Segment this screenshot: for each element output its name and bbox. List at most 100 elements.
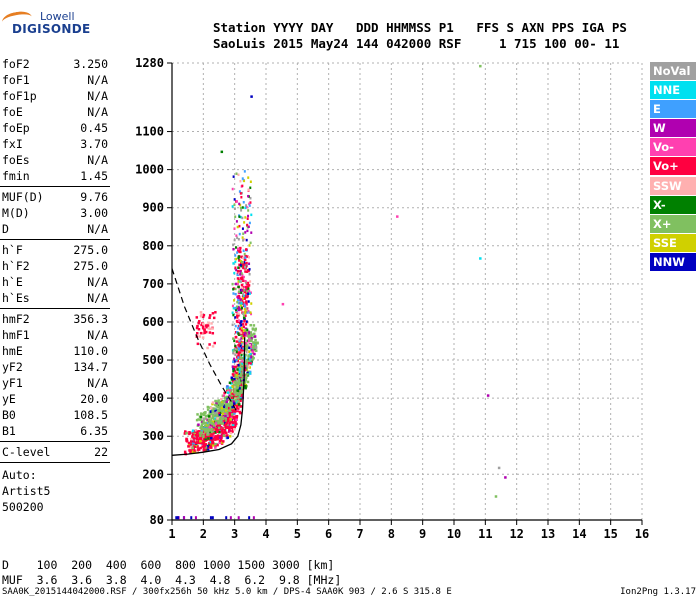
echo-mark [191, 450, 194, 453]
echo-mark [236, 368, 240, 371]
x-tick-label: 6 [325, 527, 332, 541]
legend-entry: NNE [650, 81, 696, 100]
echo-mark [248, 346, 251, 350]
echo-mark [243, 252, 246, 256]
echo-mark [234, 246, 237, 249]
legend-entry: X+ [650, 214, 696, 233]
echo-mark [242, 335, 246, 338]
echo-mark [214, 437, 217, 440]
echo-mark [210, 421, 214, 425]
echo-mark [191, 434, 194, 438]
echo-mark [248, 284, 251, 287]
echo-mark [203, 427, 207, 431]
echo-mark [234, 287, 237, 291]
echo-mark [199, 439, 202, 443]
echo-mark [208, 429, 212, 432]
param-value: N/A [87, 89, 108, 103]
echo-mark [222, 406, 226, 409]
x-tick-label: 4 [262, 527, 269, 541]
echo-mark [234, 316, 237, 319]
autoscale-line: Artist5 [2, 484, 51, 498]
echo-mark [235, 340, 239, 343]
echo-mark [241, 349, 245, 352]
echo-mark [230, 403, 233, 406]
echo-mark [208, 316, 211, 320]
echo-mark [234, 383, 238, 386]
echo-mark [249, 201, 252, 204]
echo-mark [244, 311, 247, 315]
echo-mark [242, 249, 245, 253]
echo-mark [243, 221, 246, 224]
echo-mark [238, 393, 241, 397]
y-tick-label: 200 [142, 467, 164, 481]
echo-mark [248, 289, 251, 293]
echo-mark [242, 263, 245, 267]
echo-mark [208, 343, 211, 346]
echo-mark [234, 260, 237, 264]
echo-mark [237, 326, 240, 330]
echo-mark [195, 316, 199, 319]
echo-mark [248, 221, 251, 225]
echo-mark [216, 443, 219, 447]
echo-mark [224, 414, 227, 418]
echo-mark [227, 421, 230, 425]
echo-mark [242, 347, 245, 350]
echo-mark [236, 307, 239, 311]
echo-mark [211, 441, 215, 445]
echo-mark [246, 295, 249, 298]
echo-mark [200, 323, 203, 327]
echo-mark [206, 426, 210, 430]
echo-mark [249, 311, 252, 314]
echo-mark [244, 378, 248, 381]
echo-mark [235, 348, 238, 351]
param-row: hmF2 356.3 [2, 311, 108, 327]
param-row: MUF(D) 9.76 [2, 189, 108, 205]
echo-mark [230, 388, 233, 392]
echo-mark [241, 351, 244, 355]
echo-mark [198, 320, 201, 323]
echo-mark [240, 337, 243, 340]
echo-mark [242, 336, 245, 340]
muf-curve [171, 268, 239, 414]
echo-mark [206, 324, 210, 327]
echo-mark [233, 198, 236, 201]
echo-mark [242, 301, 245, 304]
echo-mark [249, 347, 253, 350]
echo-mark [235, 359, 238, 362]
echo-mark [240, 334, 243, 338]
echo-mark [199, 426, 202, 429]
echo-mark [243, 332, 247, 335]
echo-mark [225, 431, 228, 435]
echo-mark [235, 393, 239, 396]
echo-mark [251, 350, 255, 354]
echo-mark [237, 301, 240, 305]
echo-mark [252, 516, 255, 520]
echo-mark [240, 323, 243, 327]
echo-mark [245, 300, 248, 303]
echo-mark [200, 425, 204, 429]
echo-mark [233, 387, 237, 391]
echo-mark [223, 428, 227, 432]
param-row: h`Es N/A [2, 290, 108, 306]
echo-mark [237, 356, 240, 359]
echo-mark [210, 445, 213, 448]
echo-mark [233, 360, 236, 363]
echo-mark [238, 259, 241, 262]
echo-mark [243, 305, 246, 308]
echo-mark [230, 396, 234, 400]
echo-mark [217, 436, 220, 439]
echo-mark [237, 319, 240, 322]
echo-mark [194, 430, 197, 434]
echo-mark [221, 433, 224, 436]
param-row: yF1 N/A [2, 375, 108, 391]
echo-mark [233, 391, 236, 394]
echo-mark [210, 435, 214, 438]
echo-mark [212, 432, 215, 435]
echo-mark [244, 288, 248, 292]
echo-mark [228, 412, 232, 415]
echo-mark [241, 184, 244, 188]
echo-mark [231, 365, 234, 368]
param-value: N/A [87, 275, 108, 289]
echo-mark [201, 413, 205, 416]
